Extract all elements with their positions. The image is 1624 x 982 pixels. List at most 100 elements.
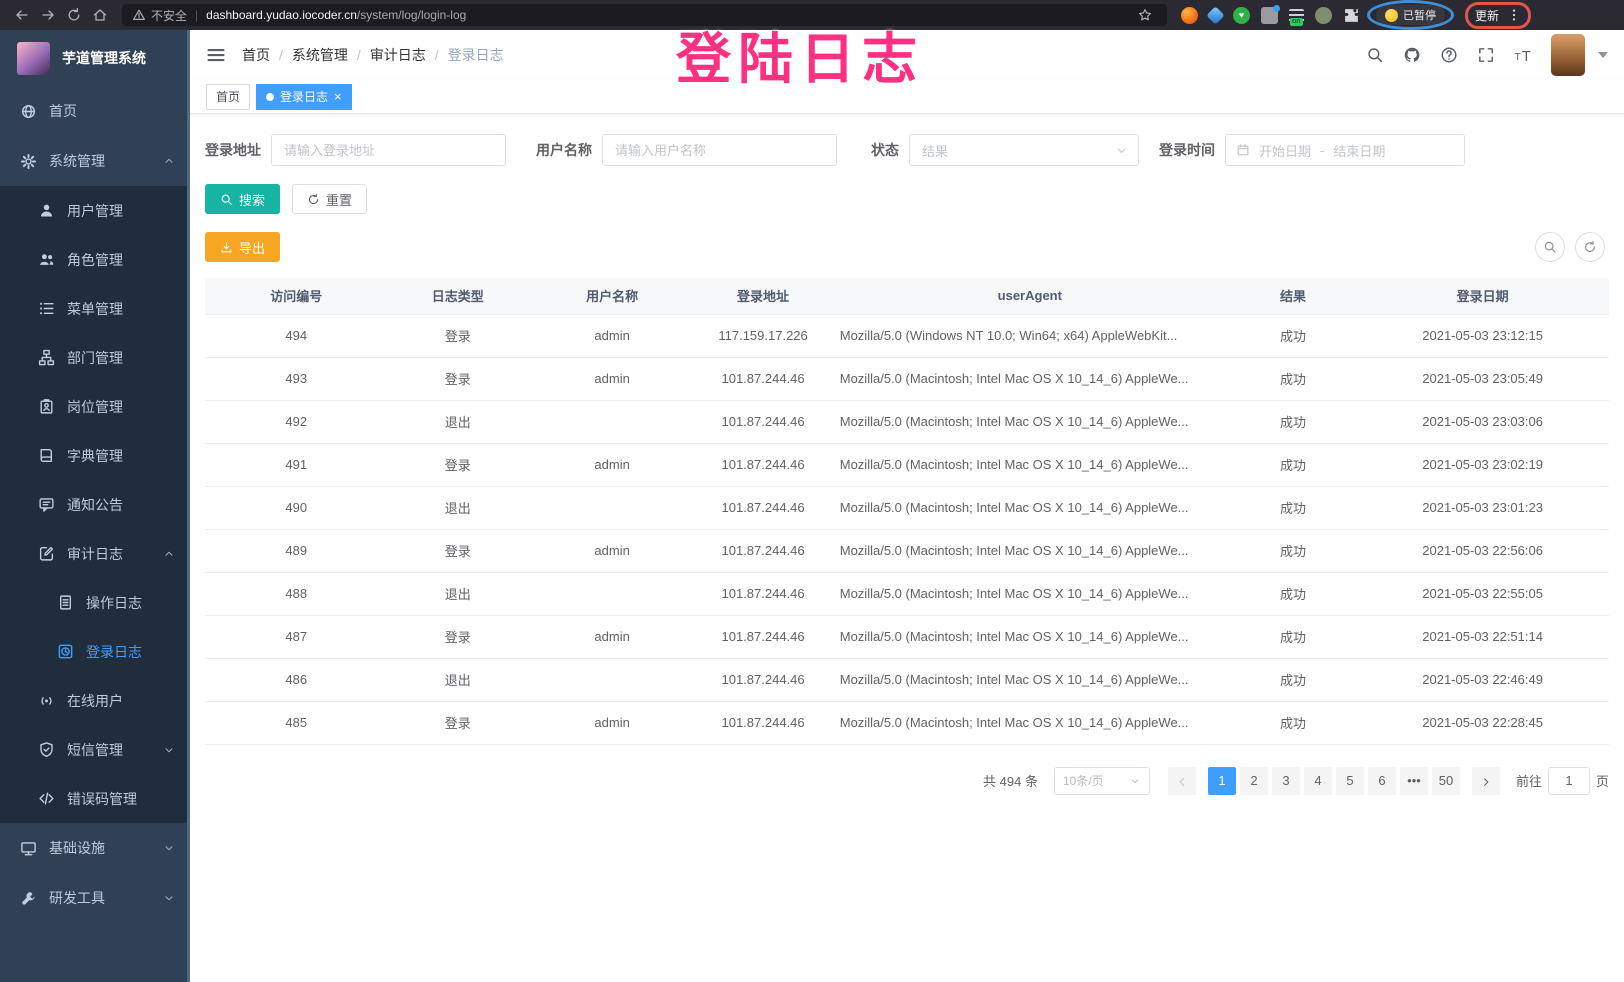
login-address-input[interactable]: [271, 134, 506, 166]
user-avatar[interactable]: [1551, 34, 1585, 76]
date-range-picker[interactable]: 开始日期 - 结束日期: [1225, 134, 1465, 166]
login-log-icon: [57, 643, 74, 660]
table-cell: admin: [527, 529, 697, 573]
reset-button[interactable]: 重置: [292, 184, 368, 214]
sidebar-item-dept[interactable]: 部门管理: [0, 333, 190, 382]
pagination-prev-button[interactable]: [1167, 766, 1196, 795]
view-tab-login-log[interactable]: 登录日志 ×: [256, 83, 352, 110]
table-cell: 登录: [387, 443, 528, 487]
browser-extension-icon[interactable]: [1261, 4, 1280, 24]
page-size-select[interactable]: 10条/页: [1053, 766, 1150, 795]
fullscreen-icon[interactable]: [1477, 46, 1495, 64]
pagination-next-button[interactable]: [1471, 766, 1500, 795]
header-search-icon[interactable]: [1366, 46, 1384, 64]
status-select[interactable]: 结果: [909, 134, 1139, 166]
browser-forward-icon[interactable]: [36, 4, 60, 26]
sidebar-item-operate-log[interactable]: 操作日志: [0, 578, 190, 627]
browser-extension-icon[interactable]: ♥: [1233, 6, 1250, 24]
table-cell: Mozilla/5.0 (Macintosh; Intel Mac OS X 1…: [829, 615, 1230, 659]
table-cell: 493: [205, 357, 388, 401]
sidebar-item-label: 首页: [49, 103, 77, 119]
browser-back-icon[interactable]: [10, 4, 34, 26]
sidebar-item-dict[interactable]: 字典管理: [0, 431, 190, 480]
tab-close-icon[interactable]: ×: [334, 89, 342, 104]
search-button[interactable]: 搜索: [205, 184, 281, 214]
sidebar-menu: 首页系统管理 用户管理 角色管理 菜单管理部门管理岗位管理 字典管理 通知公告 审计日志 操作…: [0, 86, 190, 923]
sidebar-item-dev-tool[interactable]: 研发工具: [0, 873, 190, 923]
help-icon[interactable]: [1440, 46, 1458, 64]
toggle-search-button[interactable]: [1535, 232, 1565, 262]
sidebar-item-login-log[interactable]: 登录日志: [0, 627, 190, 676]
sidebar-item-audit[interactable]: 审计日志: [0, 529, 190, 578]
sidebar-item-notice[interactable]: 通知公告: [0, 480, 190, 529]
column-header: 用户名称: [527, 278, 697, 315]
date-start-placeholder: 开始日期: [1259, 143, 1312, 159]
sidebar-item-system[interactable]: 系统管理: [0, 136, 190, 186]
pagination-page-2[interactable]: 2: [1239, 766, 1268, 795]
table-row: 491 登录 admin 101.87.244.46 Mozilla/5.0 (Maci…: [205, 443, 1609, 487]
pagination-page-4[interactable]: 4: [1303, 766, 1332, 795]
sidebar-item-online-user[interactable]: 在线用户: [0, 676, 190, 725]
pagination-page-6[interactable]: 6: [1367, 766, 1396, 795]
filter-status: 状态 结果: [871, 134, 1139, 166]
chevron-down-icon: [1129, 775, 1141, 787]
chevron-down-icon: [163, 744, 175, 756]
sidebar-item-error-code[interactable]: 错误码管理: [0, 774, 190, 823]
pagination-page-1[interactable]: 1: [1207, 766, 1236, 795]
browser-extension-icon[interactable]: [1315, 6, 1332, 24]
export-button-label: 导出: [239, 240, 266, 256]
paused-button[interactable]: 已暂停: [1376, 5, 1445, 25]
view-tab-home[interactable]: 首页: [206, 83, 251, 110]
column-header: 日志类型: [387, 278, 528, 315]
table-cell: 2021-05-03 23:01:23: [1356, 486, 1609, 530]
bookmark-star-icon[interactable]: [1138, 8, 1152, 22]
browser-extension-icon[interactable]: on: [1289, 8, 1304, 26]
goto-label: 前往: [1515, 774, 1542, 789]
table-cell: 成功: [1229, 529, 1357, 573]
address-bar[interactable]: 不安全 | dashboard.yudao.iocoder.cn /system…: [122, 4, 1167, 26]
breadcrumb-item[interactable]: 首页: [242, 47, 270, 63]
browser-extension-icon[interactable]: [1206, 5, 1225, 25]
chevron-right-icon: [1480, 776, 1492, 788]
browser-reload-icon[interactable]: [62, 4, 86, 26]
breadcrumb-item[interactable]: 系统管理: [291, 47, 348, 63]
sidebar-item-menu[interactable]: 菜单管理: [0, 284, 190, 333]
refresh-table-button[interactable]: [1575, 232, 1605, 262]
pagination-page-5[interactable]: 5: [1335, 766, 1364, 795]
update-button[interactable]: 更新: [1475, 8, 1500, 23]
sidebar-item-post[interactable]: 岗位管理: [0, 382, 190, 431]
app-logo-row[interactable]: 芋道管理系统: [0, 30, 190, 86]
download-icon: [220, 241, 233, 254]
pagination-page-50[interactable]: 50: [1431, 766, 1460, 795]
table-cell: 成功: [1229, 486, 1357, 530]
pagination-ellipsis[interactable]: •••: [1399, 766, 1428, 795]
sidebar-item-sms[interactable]: 短信管理: [0, 725, 190, 774]
export-button[interactable]: 导出: [205, 232, 281, 262]
emoji-face-icon: [1385, 8, 1398, 22]
sidebar-item-label: 部门管理: [67, 349, 123, 366]
pagination-page-3[interactable]: 3: [1271, 766, 1300, 795]
username-input[interactable]: [602, 134, 837, 166]
table-cell: 登录: [387, 314, 528, 358]
home-icon: [20, 103, 37, 120]
extension-strip: ♥ on: [1181, 4, 1360, 26]
browser-home-icon[interactable]: [88, 4, 112, 26]
reset-button-label: 重置: [326, 192, 353, 208]
table-cell: 492: [205, 400, 388, 444]
browser-menu-icon[interactable]: [1507, 8, 1521, 22]
github-icon[interactable]: [1403, 46, 1421, 64]
extensions-puzzle-icon[interactable]: [1343, 7, 1360, 24]
login-log-table: 访问编号 日志类型 用户名称 登录地址 userAgent 结果 登录日期 494 登录 adm…: [205, 278, 1609, 745]
breadcrumb-item[interactable]: 审计日志: [369, 47, 426, 63]
table-row: 485 登录 admin 101.87.244.46 Mozilla/5.0 (Maci…: [205, 701, 1609, 745]
sidebar-item-user[interactable]: 用户管理: [0, 186, 190, 235]
sidebar-item-home[interactable]: 首页: [0, 86, 190, 136]
goto-page-input[interactable]: [1547, 766, 1590, 795]
chevron-left-icon: [1176, 776, 1188, 788]
hamburger-icon[interactable]: [206, 45, 226, 65]
avatar-caret-icon[interactable]: [1598, 52, 1608, 58]
sidebar-item-role[interactable]: 角色管理: [0, 235, 190, 284]
sidebar-item-infra[interactable]: 基础设施: [0, 823, 190, 873]
browser-extension-icon[interactable]: [1181, 6, 1198, 24]
